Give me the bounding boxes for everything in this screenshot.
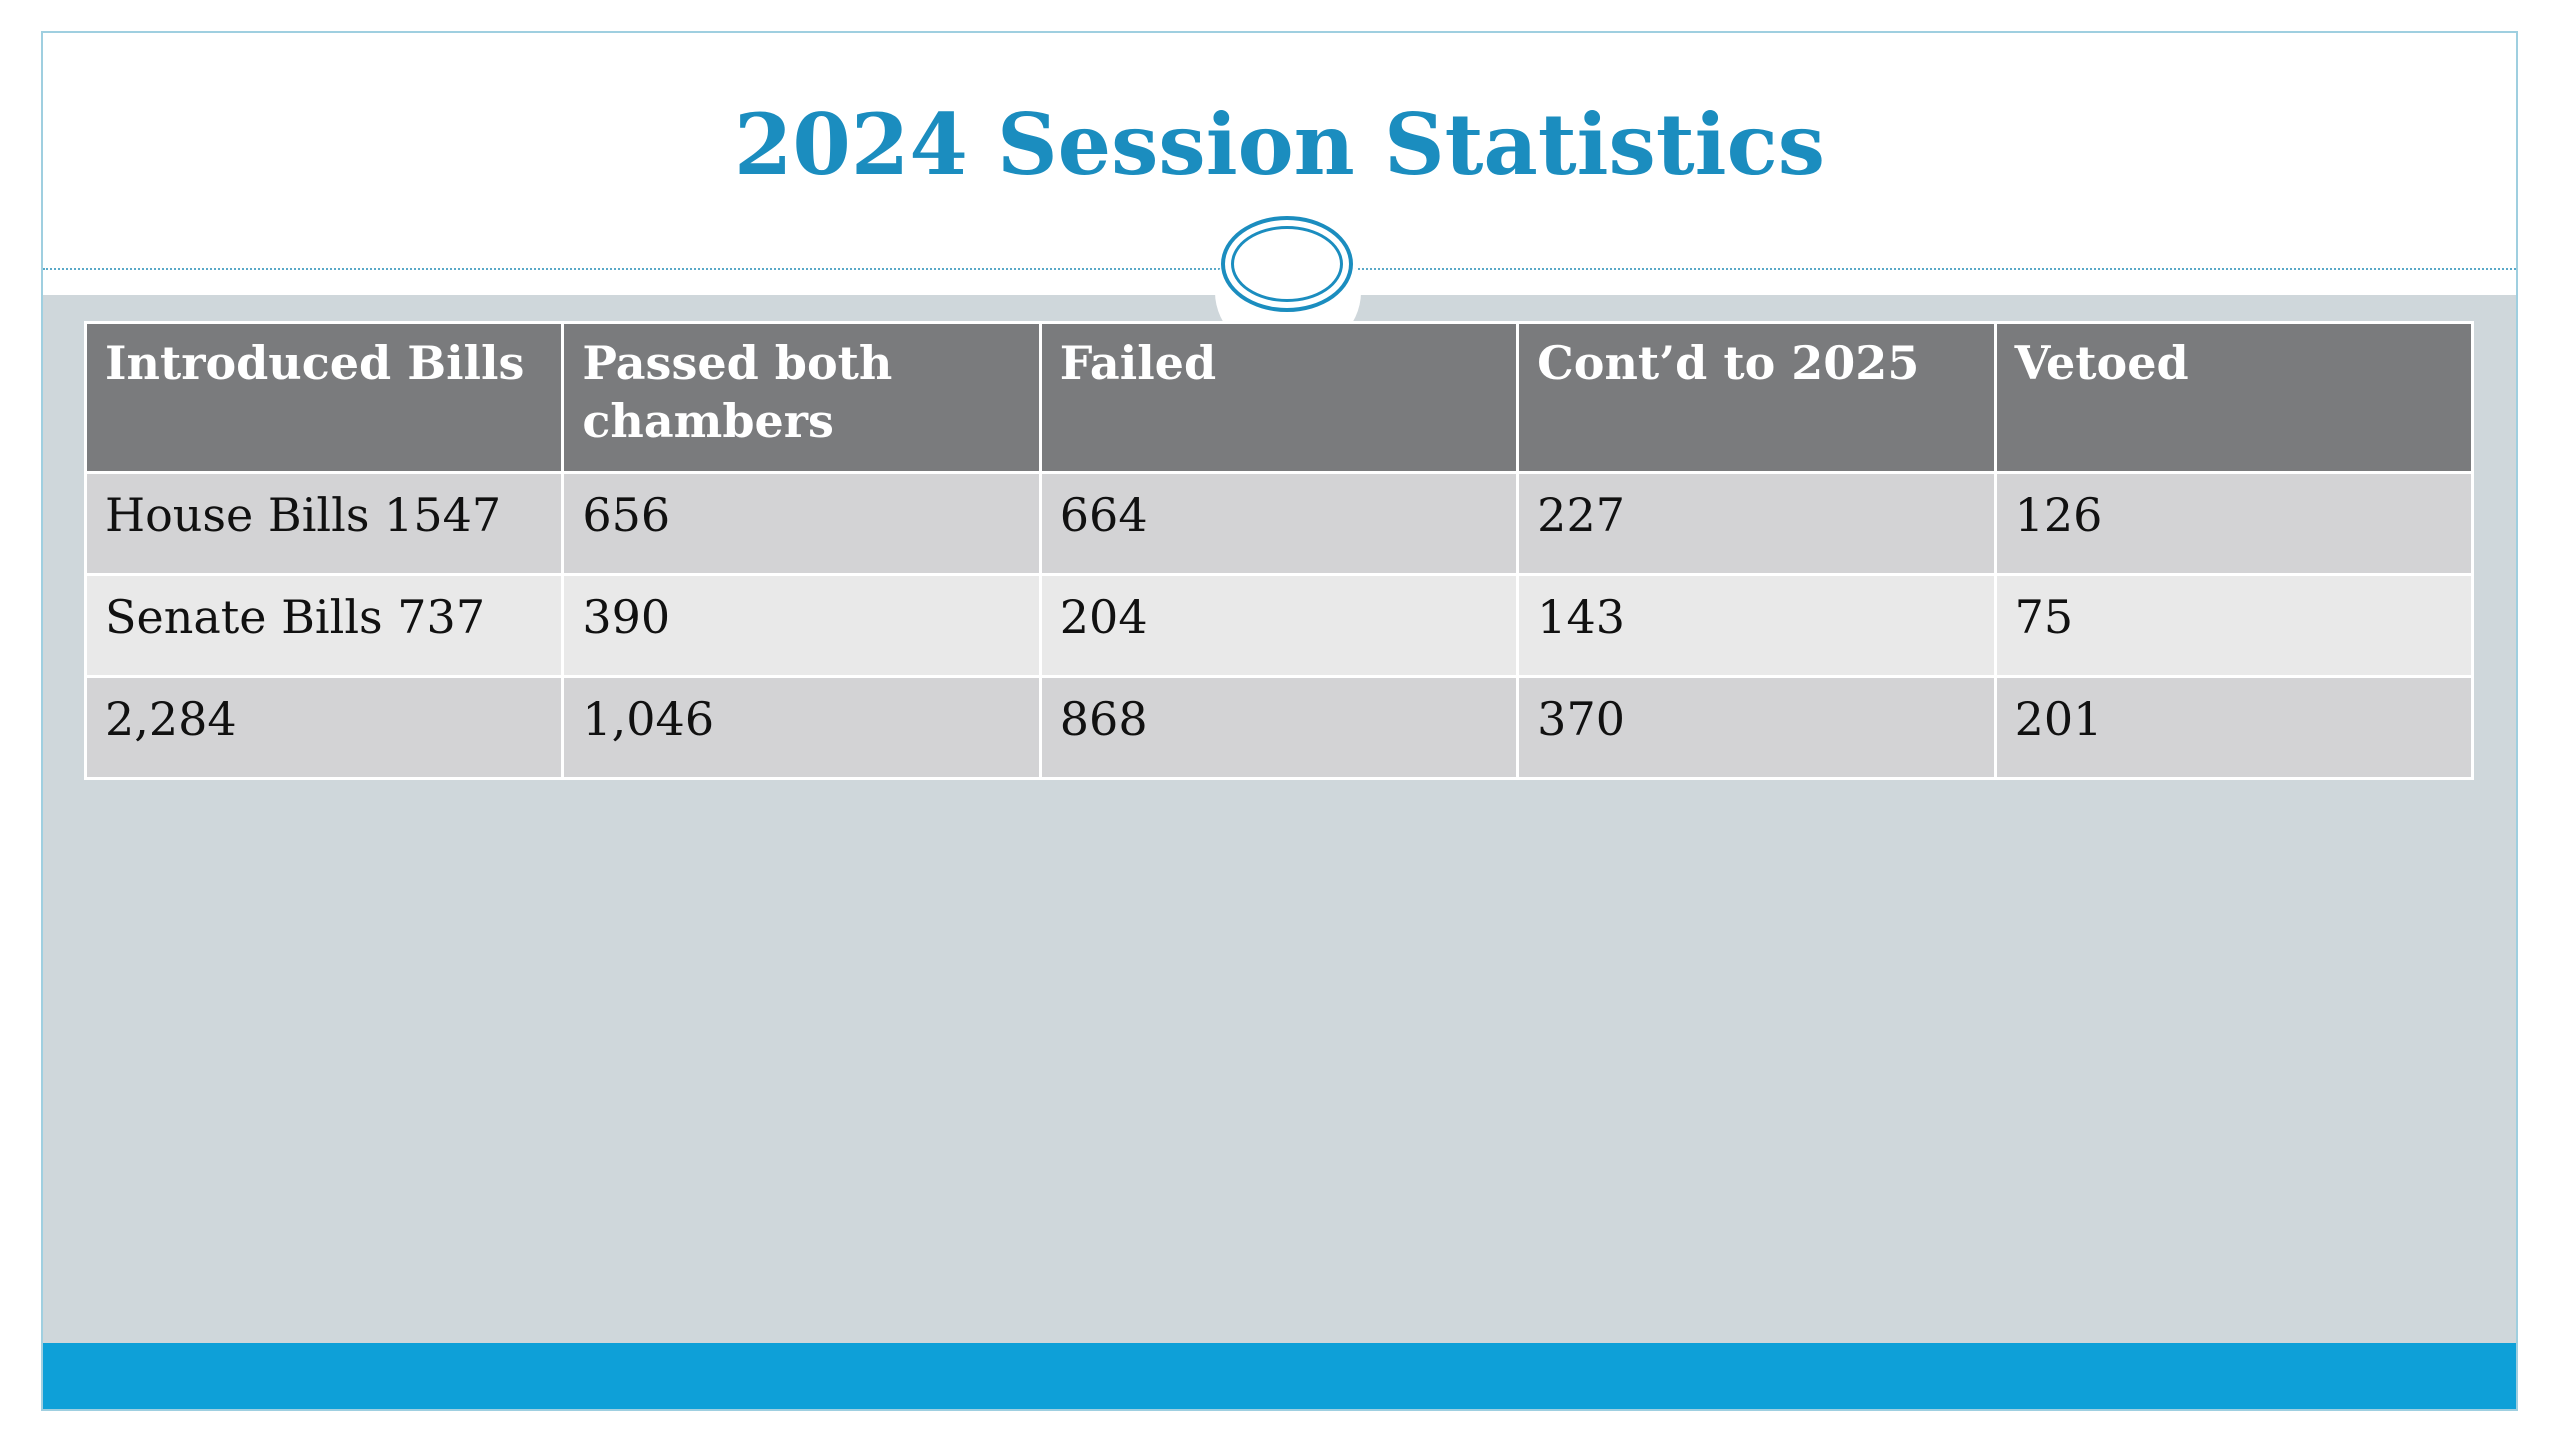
table-cell: 75 bbox=[1993, 573, 2475, 678]
session-stats-table: Introduced Bills Passed both chambers Fa… bbox=[83, 321, 2475, 780]
table-cell: House Bills 1547 bbox=[83, 471, 565, 576]
header-failed: Failed bbox=[1038, 321, 1520, 474]
header-introduced-bills: Introduced Bills bbox=[83, 321, 565, 474]
header-passed-both-chambers: Passed both chambers bbox=[561, 321, 1042, 474]
table-cell: 1,046 bbox=[561, 675, 1042, 780]
slide: 2024 Session Statistics Introduced Bills… bbox=[41, 31, 2518, 1411]
table-cell: 204 bbox=[1038, 573, 1520, 678]
table-cell: 390 bbox=[561, 573, 1042, 678]
table-row: House Bills 1547 656 664 227 126 bbox=[83, 471, 2475, 576]
table-cell: Senate Bills 737 bbox=[83, 573, 565, 678]
oval-ornament-inner bbox=[1231, 226, 1343, 302]
table-cell: 868 bbox=[1038, 675, 1520, 780]
table-cell: 370 bbox=[1516, 675, 1997, 780]
bottom-accent-bar bbox=[43, 1343, 2516, 1409]
table-row: Senate Bills 737 390 204 143 75 bbox=[83, 573, 2475, 678]
table-cell: 143 bbox=[1516, 573, 1997, 678]
table-cell: 227 bbox=[1516, 471, 1997, 576]
header-vetoed: Vetoed bbox=[1993, 321, 2475, 474]
table-cell: 201 bbox=[1993, 675, 2475, 780]
oval-ornament-icon bbox=[1221, 216, 1353, 312]
stats-table-container: Introduced Bills Passed both chambers Fa… bbox=[83, 321, 2475, 780]
table-cell: 664 bbox=[1038, 471, 1520, 576]
table-cell: 656 bbox=[561, 471, 1042, 576]
header-continued: Cont’d to 2025 bbox=[1516, 321, 1997, 474]
table-cell: 2,284 bbox=[83, 675, 565, 780]
table-cell: 126 bbox=[1993, 471, 2475, 576]
table-header-row: Introduced Bills Passed both chambers Fa… bbox=[83, 321, 2475, 474]
table-row: 2,284 1,046 868 370 201 bbox=[83, 675, 2475, 780]
slide-title: 2024 Session Statistics bbox=[733, 95, 1825, 194]
